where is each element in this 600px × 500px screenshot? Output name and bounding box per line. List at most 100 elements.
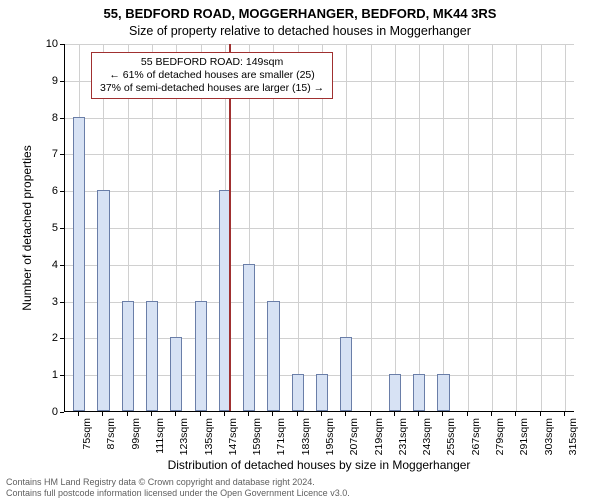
grid-line-h [65,118,574,119]
ytick-label: 0 [28,406,58,418]
ytick-mark [60,412,64,413]
reference-annotation: 55 BEDFORD ROAD: 149sqm ← 61% of detache… [91,52,333,99]
grid-line-h [65,191,574,192]
title-subtitle: Size of property relative to detached ho… [0,24,600,38]
xtick-mark [418,412,419,416]
xtick-mark [248,412,249,416]
xtick-mark [442,412,443,416]
xtick-mark [370,412,371,416]
xtick-label: 87sqm [105,418,117,463]
histogram-bar [340,337,352,411]
ytick-label: 10 [28,38,58,50]
histogram-bar [437,374,449,411]
xtick-label: 243sqm [421,418,433,463]
grid-line-v [565,44,566,411]
ytick-mark [60,191,64,192]
grid-line-v [516,44,517,411]
xtick-mark [127,412,128,416]
xtick-mark [467,412,468,416]
footer-line1: Contains HM Land Registry data © Crown c… [6,477,350,487]
ytick-mark [60,265,64,266]
xtick-mark [102,412,103,416]
annotation-line3: 37% of semi-detached houses are larger (… [100,82,324,95]
ytick-mark [60,154,64,155]
xtick-mark [540,412,541,416]
footer-line2: Contains full postcode information licen… [6,488,350,498]
xtick-mark [175,412,176,416]
histogram-bar [267,301,279,411]
ytick-label: 2 [28,332,58,344]
histogram-bar [146,301,158,411]
grid-line-h [65,302,574,303]
grid-line-h [65,154,574,155]
histogram-bar [195,301,207,411]
ytick-mark [60,81,64,82]
xtick-label: 219sqm [373,418,385,463]
grid-line-v [395,44,396,411]
xtick-mark [297,412,298,416]
ytick-mark [60,375,64,376]
xtick-label: 135sqm [203,418,215,463]
xtick-label: 315sqm [567,418,579,463]
grid-line-v [371,44,372,411]
title-address: 55, BEDFORD ROAD, MOGGERHANGER, BEDFORD,… [0,6,600,21]
histogram-bar [122,301,134,411]
histogram-bar [316,374,328,411]
xtick-label: 255sqm [445,418,457,463]
ytick-label: 3 [28,296,58,308]
ytick-mark [60,302,64,303]
xtick-label: 147sqm [227,418,239,463]
ytick-mark [60,118,64,119]
xtick-label: 267sqm [470,418,482,463]
ytick-mark [60,228,64,229]
xtick-label: 183sqm [300,418,312,463]
xtick-label: 291sqm [518,418,530,463]
xtick-mark [345,412,346,416]
xtick-label: 171sqm [275,418,287,463]
ytick-mark [60,338,64,339]
xtick-label: 159sqm [251,418,263,463]
xtick-mark [200,412,201,416]
xtick-label: 99sqm [130,418,142,463]
xtick-mark [394,412,395,416]
histogram-bar [243,264,255,411]
grid-line-v [468,44,469,411]
grid-line-v [492,44,493,411]
histogram-bar [389,374,401,411]
annotation-line1: 55 BEDFORD ROAD: 149sqm [100,56,324,69]
xtick-label: 231sqm [397,418,409,463]
histogram-bar [73,117,85,411]
ytick-label: 1 [28,369,58,381]
grid-line-v [541,44,542,411]
ytick-mark [60,44,64,45]
xtick-label: 123sqm [178,418,190,463]
ytick-label: 6 [28,185,58,197]
histogram-bar [292,374,304,411]
xtick-label: 207sqm [348,418,360,463]
xtick-mark [491,412,492,416]
grid-line-h [65,265,574,266]
xtick-label: 279sqm [494,418,506,463]
grid-line-h [65,228,574,229]
xtick-mark [564,412,565,416]
ytick-label: 9 [28,75,58,87]
grid-line-v [443,44,444,411]
grid-line-h [65,44,574,45]
xtick-mark [321,412,322,416]
xtick-label: 195sqm [324,418,336,463]
xtick-label: 75sqm [81,418,93,463]
histogram-bar [413,374,425,411]
xtick-label: 111sqm [154,418,166,463]
grid-line-h [65,338,574,339]
ytick-label: 7 [28,148,58,160]
xtick-mark [78,412,79,416]
xtick-mark [224,412,225,416]
histogram-bar [97,190,109,411]
histogram-bar [170,337,182,411]
ytick-label: 8 [28,112,58,124]
xtick-mark [151,412,152,416]
annotation-line2: ← 61% of detached houses are smaller (25… [100,69,324,82]
xtick-label: 303sqm [543,418,555,463]
ytick-label: 4 [28,259,58,271]
footer-attribution: Contains HM Land Registry data © Crown c… [6,477,350,498]
